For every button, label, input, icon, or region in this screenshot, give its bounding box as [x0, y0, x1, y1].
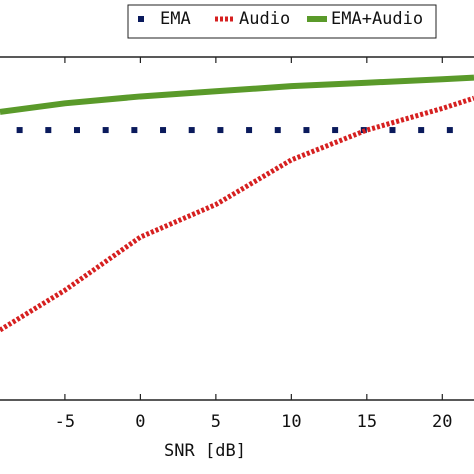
x-axis-label: SNR [dB]	[164, 441, 246, 461]
point	[332, 127, 339, 134]
point	[45, 127, 52, 134]
point	[160, 127, 167, 134]
legend-label: Audio	[239, 9, 290, 29]
point	[246, 127, 253, 134]
x-tick-label: 20	[432, 412, 452, 432]
point	[73, 127, 80, 134]
x-tick-label: -5	[55, 412, 75, 432]
x-tick-label: 0	[135, 412, 145, 432]
x-tick-label: 15	[357, 412, 377, 432]
series-line	[0, 74, 474, 115]
point	[446, 127, 453, 134]
series-line	[0, 95, 474, 333]
legend-label: EMA	[160, 9, 191, 29]
point	[102, 127, 109, 134]
point	[303, 127, 310, 134]
point	[131, 127, 138, 134]
point	[16, 127, 23, 134]
point	[188, 127, 195, 134]
point	[274, 127, 281, 134]
point	[389, 127, 396, 134]
legend: EMA Audio EMA+Audio	[138, 9, 423, 29]
plot-area	[0, 74, 474, 333]
legend-box	[127, 4, 437, 39]
point	[418, 127, 425, 134]
point	[217, 127, 224, 134]
x-tick-label: 5	[211, 412, 221, 432]
x-tick-label: 10	[281, 412, 301, 432]
legend-swatch	[138, 16, 144, 22]
legend-label: EMA+Audio	[331, 9, 423, 29]
